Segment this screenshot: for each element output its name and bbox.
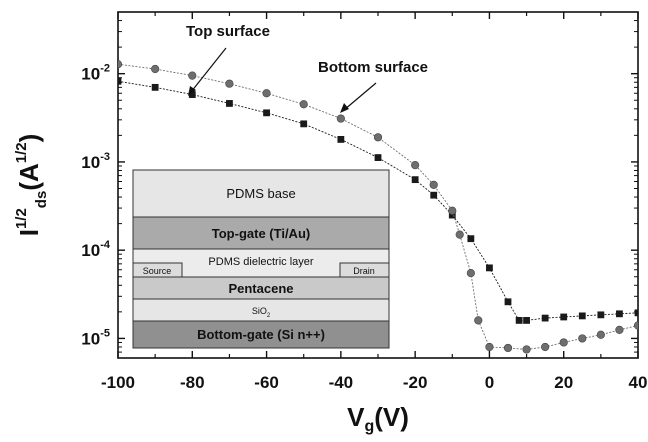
inset-layer-top-gate-label: Top-gate (Ti/Au) — [212, 226, 310, 241]
inset-layer-pdms-dielectric-label: PDMS dielectric layer — [208, 256, 313, 268]
data-point — [448, 206, 457, 215]
data-point — [634, 309, 638, 317]
y-tick-label: 10-5 — [81, 327, 110, 348]
series-layer — [118, 60, 638, 354]
x-axis-ticks: -100 -80 -60 -40 -20 0 20 40 — [101, 12, 647, 392]
data-point — [504, 298, 512, 306]
data-point — [596, 330, 605, 339]
inset-layer-sio2-label: SiO2 — [252, 306, 271, 319]
data-point — [188, 91, 196, 98]
arrowhead-icon — [340, 103, 349, 113]
data-point — [263, 109, 270, 117]
data-point — [597, 311, 605, 319]
x-tick-label: 0 — [485, 373, 494, 392]
annotation-top-surface-label: Top surface — [186, 23, 270, 40]
data-point — [474, 316, 483, 325]
x-axis-title: Vg(V) — [347, 402, 409, 435]
data-point — [559, 338, 568, 347]
data-point — [455, 230, 464, 239]
x-tick-label: -80 — [180, 373, 205, 392]
data-point — [560, 313, 568, 321]
data-point — [448, 211, 456, 219]
data-point — [374, 154, 382, 161]
data-point — [188, 71, 197, 80]
data-point — [578, 334, 587, 343]
data-point — [503, 343, 513, 353]
inset-contact-drain-label: Drain — [353, 266, 375, 276]
annotation-bottom-surface-arrow — [343, 82, 377, 111]
y-axis-title: I1/2ds(A1/2) — [13, 134, 50, 237]
inset-contact-source-label: Source — [143, 266, 172, 276]
inset-layer-bottom-gate — [132, 320, 390, 349]
data-point — [485, 342, 494, 352]
data-point — [226, 100, 233, 107]
data-point — [633, 321, 638, 330]
x-tick-label: -20 — [403, 373, 428, 392]
inset-layer-pdms-base — [132, 169, 390, 218]
data-point — [515, 317, 523, 324]
data-point — [151, 64, 160, 74]
data-point — [578, 312, 586, 320]
data-point — [337, 136, 345, 143]
sio2-sub: 2 — [267, 313, 271, 319]
y-tick-label: 10-2 — [81, 63, 110, 84]
device-structure-inset: PDMS base Top-gate (Ti/Au) PDMS dielectr… — [132, 169, 390, 349]
annotation-top-surface: Top surface — [186, 23, 270, 96]
data-point — [151, 83, 159, 91]
annotation-top-surface-arrow — [190, 47, 227, 93]
data-point — [430, 191, 438, 199]
annotation-bottom-surface: Bottom surface — [318, 59, 428, 113]
data-point — [429, 180, 438, 189]
x-tick-label: -100 — [101, 373, 135, 392]
series-line — [118, 80, 638, 321]
data-point — [486, 264, 493, 272]
inset-layer-top-gate — [132, 216, 390, 250]
y-tick-label: 10-4 — [81, 239, 111, 260]
data-point — [541, 314, 549, 322]
y-tick-label: 10-3 — [81, 151, 110, 172]
arrowhead-icon — [188, 86, 196, 96]
x-tick-label: 40 — [629, 373, 648, 392]
data-point — [523, 317, 530, 324]
y-axis-ticks: 10-5 10-4 10-3 10-2 — [81, 11, 638, 359]
data-point — [336, 114, 345, 123]
series-bottom-surface — [118, 60, 638, 354]
data-point — [225, 79, 234, 88]
x-tick-label: -40 — [329, 373, 354, 392]
data-point — [411, 176, 419, 184]
inset-layer-bottom-gate-label: Bottom-gate (Si n++) — [197, 327, 325, 342]
data-point — [541, 342, 550, 352]
series-line — [118, 63, 638, 350]
series-top-surface — [118, 77, 638, 324]
data-point — [615, 325, 624, 334]
data-point — [299, 100, 308, 109]
data-point — [118, 77, 122, 85]
inset-layer-pentacene-label: Pentacene — [228, 281, 293, 296]
x-tick-label: -60 — [254, 373, 279, 392]
data-point — [300, 120, 308, 128]
sio2-base: SiO — [252, 306, 267, 316]
data-point — [373, 133, 383, 142]
data-point — [411, 161, 420, 170]
data-point — [522, 345, 531, 354]
inset-layer-pdms-base-label: PDMS base — [226, 186, 295, 201]
data-point — [118, 60, 123, 69]
x-tick-label: 20 — [554, 373, 573, 392]
annotation-bottom-surface-label: Bottom surface — [318, 59, 428, 76]
data-point — [262, 89, 271, 98]
data-point — [466, 268, 475, 278]
data-point — [467, 235, 475, 243]
data-point — [616, 310, 623, 318]
